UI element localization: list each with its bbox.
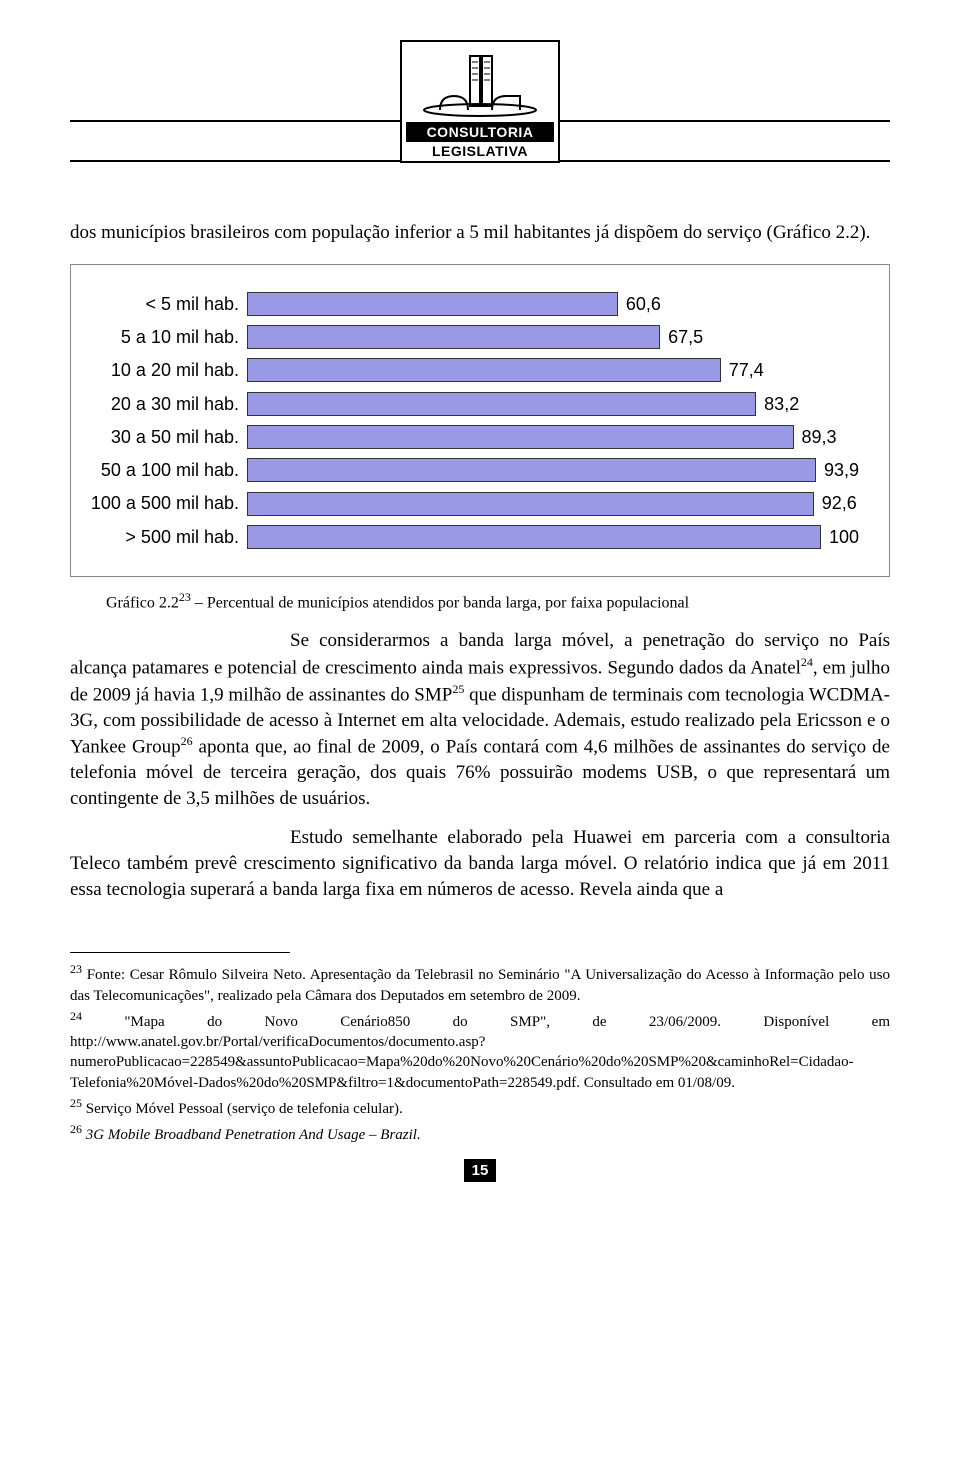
para3-text: Estudo semelhante elaborado pela Huawei … [70,827,890,899]
chart-bar [247,425,794,449]
chart-bar-area: 83,2 [247,392,859,416]
footnotes-block: 23 Fonte: Cesar Rômulo Silveira Neto. Ap… [70,961,890,1145]
chart-value-label: 67,5 [668,325,703,349]
footnote-ref-25: 25 [452,682,464,696]
chart-row-label: 30 a 50 mil hab. [87,425,247,449]
chart-caption: Gráfico 2.223 – Percentual de municípios… [106,589,890,614]
chart-row: > 500 mil hab. 100 [87,525,859,549]
chart-row: 100 a 500 mil hab. 92,6 [87,491,859,515]
page-header: CONSULTORIA LEGISLATIVA [0,0,960,190]
chart-bar [247,525,821,549]
chart-bar-area: 100 [247,525,859,549]
footnote-23: 23 Fonte: Cesar Rômulo Silveira Neto. Ap… [70,961,890,1006]
page-number: 15 [464,1159,497,1182]
chart-row: 5 a 10 mil hab. 67,5 [87,325,859,349]
chart-row: < 5 mil hab. 60,6 [87,292,859,316]
chart-bar-area: 93,9 [247,458,859,482]
chart-row: 50 a 100 mil hab. 93,9 [87,458,859,482]
chart-row: 10 a 20 mil hab. 77,4 [87,358,859,382]
footnote-24: 24 "Mapa do Novo Cenário850 do SMP", de … [70,1008,890,1093]
logo-text-line1: CONSULTORIA [406,122,554,142]
caption-footnote-ref: 23 [179,590,191,604]
chart-row-label: 100 a 500 mil hab. [87,491,247,515]
chart-bar-area: 60,6 [247,292,859,316]
caption-prefix: Gráfico 2.2 [106,594,179,611]
footnote-ref-26: 26 [181,734,193,748]
chart-bar-area: 89,3 [247,425,859,449]
chart-bar [247,325,660,349]
rule-line [560,160,890,162]
chart-value-label: 92,6 [822,491,857,515]
para2-text-a: Se considerarmos a banda larga móvel, a … [70,630,890,678]
body-paragraph-2: Se considerarmos a banda larga móvel, a … [70,628,890,811]
rule-line [560,120,890,122]
chart-row-label: 10 a 20 mil hab. [87,358,247,382]
chart-row-label: 20 a 30 mil hab. [87,392,247,416]
chart-bar [247,392,756,416]
footnote-text: Serviço Móvel Pessoal (serviço de telefo… [82,1101,403,1117]
chart-bar [247,358,721,382]
chart-value-label: 60,6 [626,292,661,316]
chart-bar-area: 92,6 [247,491,859,515]
chart-row-label: 50 a 100 mil hab. [87,458,247,482]
chart-row-label: 5 a 10 mil hab. [87,325,247,349]
intro-paragraph: dos municípios brasileiros com população… [70,220,890,246]
logo-text-line2: LEGISLATIVA [406,142,554,159]
footnote-text: Fonte: Cesar Rômulo Silveira Neto. Apres… [70,967,890,1003]
logo-box: CONSULTORIA LEGISLATIVA [400,40,560,163]
body-paragraph-3: Estudo semelhante elaborado pela Huawei … [70,825,890,902]
bar-chart: < 5 mil hab. 60,6 5 a 10 mil hab. 67,5 10 a … [70,264,890,577]
header-lines: CONSULTORIA LEGISLATIVA [70,30,890,190]
rule-line [70,160,400,162]
footnote-26: 26 3G Mobile Broadband Penetration And U… [70,1121,890,1145]
footnote-separator [70,952,290,953]
chart-value-label: 93,9 [824,458,859,482]
chart-value-label: 77,4 [729,358,764,382]
footnote-25: 25 Serviço Móvel Pessoal (serviço de tel… [70,1095,890,1119]
chart-row-label: > 500 mil hab. [87,525,247,549]
chart-bar-area: 77,4 [247,358,859,382]
chart-row: 20 a 30 mil hab. 83,2 [87,392,859,416]
footnote-ref-24: 24 [801,655,813,669]
para2-text-d: aponta que, ao final de 2009, o País con… [70,736,890,808]
chart-value-label: 83,2 [764,392,799,416]
chart-value-label: 89,3 [802,425,837,449]
footnote-number: 24 [70,1009,82,1023]
footnote-number: 23 [70,962,82,976]
chart-bar-area: 67,5 [247,325,859,349]
footnote-text: "Mapa do Novo Cenário850 do SMP", de 23/… [70,1014,890,1091]
chart-row-label: < 5 mil hab. [87,292,247,316]
footnote-text-italic: 3G Mobile Broadband Penetration And Usag… [82,1127,421,1143]
chart-bar [247,492,814,516]
chart-value-label: 100 [829,525,859,549]
rule-line [70,120,400,122]
footnote-number: 26 [70,1122,82,1136]
caption-text: – Percentual de municípios atendidos por… [191,594,689,611]
congress-building-icon [420,48,540,118]
page-content: dos municípios brasileiros com população… [0,190,960,1145]
chart-bar [247,458,816,482]
chart-row: 30 a 50 mil hab. 89,3 [87,425,859,449]
footnote-number: 25 [70,1096,82,1110]
page-number-wrap: 15 [0,1159,960,1182]
chart-bar [247,292,618,316]
